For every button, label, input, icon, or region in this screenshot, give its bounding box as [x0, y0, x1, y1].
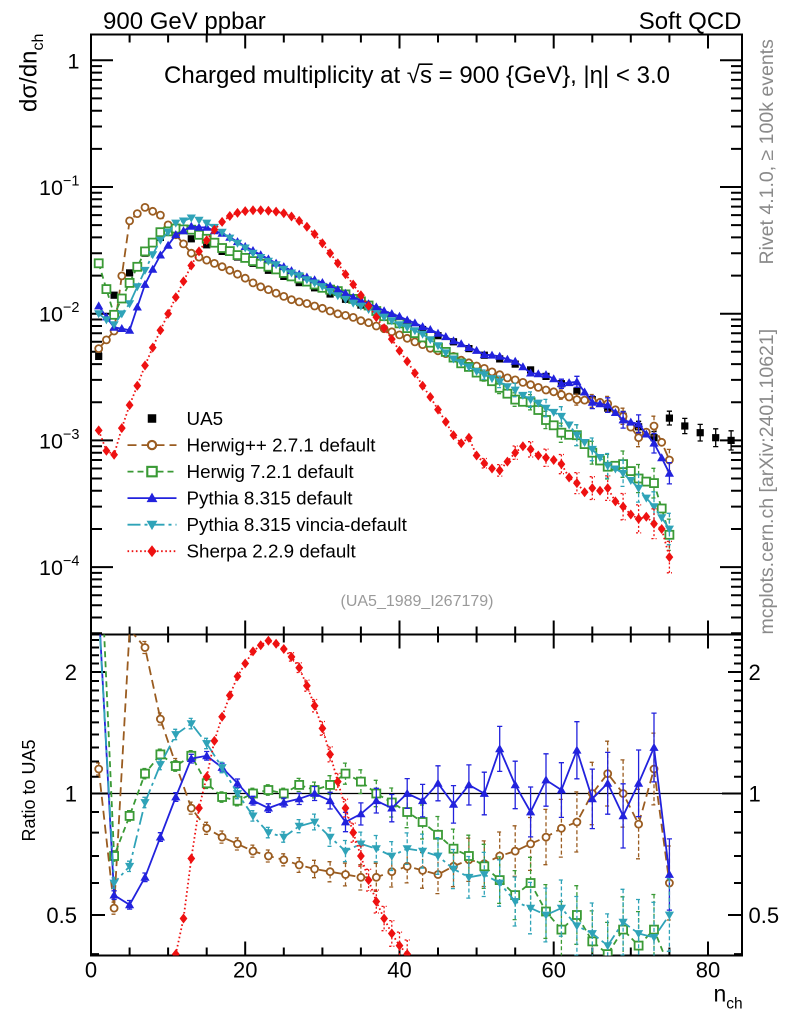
svg-text:Herwig 7.2.1 default: Herwig 7.2.1 default [187, 461, 355, 482]
svg-text:0.5: 0.5 [46, 903, 77, 928]
svg-text:Ratio to UA5: Ratio to UA5 [19, 739, 39, 841]
svg-text:Sherpa 2.2.9 default: Sherpa 2.2.9 default [187, 541, 357, 562]
svg-text:0: 0 [85, 958, 97, 983]
svg-text:Charged multiplicity at √s = 9: Charged multiplicity at √s = 900 {GeV}, … [164, 62, 670, 89]
svg-text:mcplots.cern.ch [arXiv:2401.10: mcplots.cern.ch [arXiv:2401.10621] [756, 329, 778, 635]
svg-text:Pythia 8.315 vincia-default: Pythia 8.315 vincia-default [187, 514, 408, 535]
svg-text:1: 1 [65, 782, 77, 807]
svg-text:40: 40 [387, 958, 411, 983]
svg-text:0.5: 0.5 [749, 903, 780, 928]
svg-text:900 GeV ppbar: 900 GeV ppbar [103, 8, 266, 35]
svg-text:80: 80 [696, 958, 720, 983]
svg-text:60: 60 [541, 958, 565, 983]
svg-text:Rivet 4.1.0, ≥ 100k events: Rivet 4.1.0, ≥ 100k events [756, 39, 778, 265]
svg-text:Herwig++ 2.7.1 default: Herwig++ 2.7.1 default [187, 434, 377, 455]
svg-text:UA5: UA5 [187, 408, 224, 429]
svg-text:Soft QCD: Soft QCD [639, 8, 742, 35]
svg-text:2: 2 [65, 660, 77, 685]
svg-text:(UA5_1989_I267179): (UA5_1989_I267179) [340, 593, 493, 610]
svg-text:1: 1 [749, 782, 761, 807]
svg-text:Pythia 8.315 default: Pythia 8.315 default [187, 487, 354, 508]
svg-text:20: 20 [233, 958, 257, 983]
svg-text:10−4: 10−4 [39, 554, 79, 581]
svg-text:2: 2 [749, 660, 761, 685]
svg-text:1: 1 [68, 49, 80, 73]
